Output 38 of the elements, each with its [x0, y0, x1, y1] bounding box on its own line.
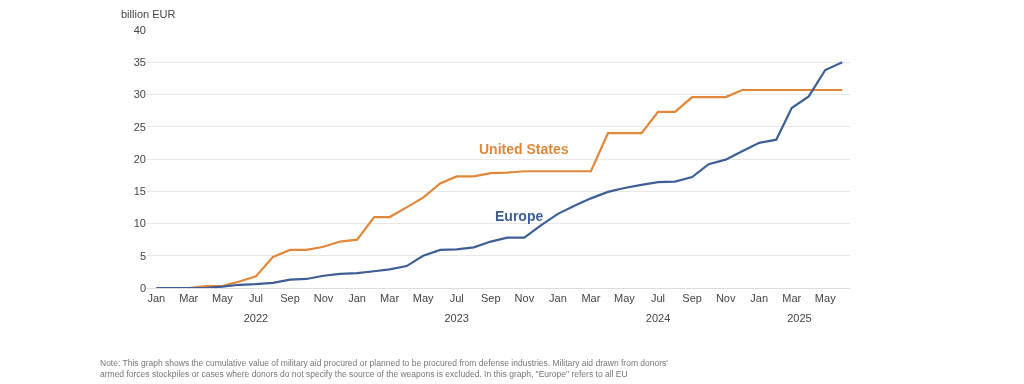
- y-axis-title: billion EUR: [121, 8, 176, 20]
- x-tick-label: Sep: [682, 292, 702, 305]
- x-tick-label: Mar: [380, 292, 400, 305]
- y-tick-label: 5: [139, 249, 146, 262]
- x-tick-label: Nov: [313, 292, 334, 305]
- x-tick-label: Jul: [650, 292, 666, 305]
- x-tick-label: Jan: [549, 292, 567, 305]
- x2-tick-label: 2025: [787, 312, 812, 324]
- y-tick-label: 40: [133, 23, 146, 36]
- x-tick-label: May: [211, 292, 234, 305]
- x-tick-label: Mar: [782, 292, 802, 305]
- y-tick-label: 25: [133, 120, 146, 133]
- x-tick-label: Jul: [248, 292, 263, 305]
- x-tick-label: Sep: [280, 292, 300, 305]
- y-tick-label: 20: [133, 152, 146, 165]
- x-tick-label: Nov: [715, 292, 736, 305]
- x-tick-label: Sep: [481, 292, 501, 305]
- x-tick-label: Mar: [581, 292, 601, 305]
- x-tick-label: May: [412, 292, 435, 305]
- x-tick-label: Jan: [348, 292, 367, 305]
- text: Note: This graph shows the cumulative value of military aid procured or planned to be procured from defense industries. Military aid drawn from donors' armed forces stockpiles or cases where donors do not specify the source of the weapons is excluded. In this graph, "Europe" refers to all EU: [100, 358, 669, 380]
- x-tick-label: Jul: [449, 292, 464, 305]
- x2-tick-label: 2022: [243, 312, 269, 324]
- y-tick-label: 30: [133, 88, 146, 101]
- x-tick-label: May: [614, 292, 636, 305]
- x2-tick-label: 2023: [444, 312, 469, 324]
- series-label: Europe: [495, 208, 544, 224]
- y-tick-label: 15: [133, 185, 146, 198]
- y-tick-label: 35: [133, 56, 146, 69]
- x-tick-label: Jan: [750, 292, 769, 305]
- x-tick-label: Nov: [514, 292, 535, 305]
- x-tick-label: Jan: [147, 292, 166, 305]
- y-tick-label: 0: [139, 281, 146, 294]
- x2-tick-label: 2024: [645, 312, 671, 324]
- x-tick-label: Mar: [179, 292, 199, 305]
- series-label: United States: [479, 141, 569, 157]
- x-tick-label: May: [814, 292, 837, 305]
- y-tick-label: 10: [133, 217, 146, 230]
